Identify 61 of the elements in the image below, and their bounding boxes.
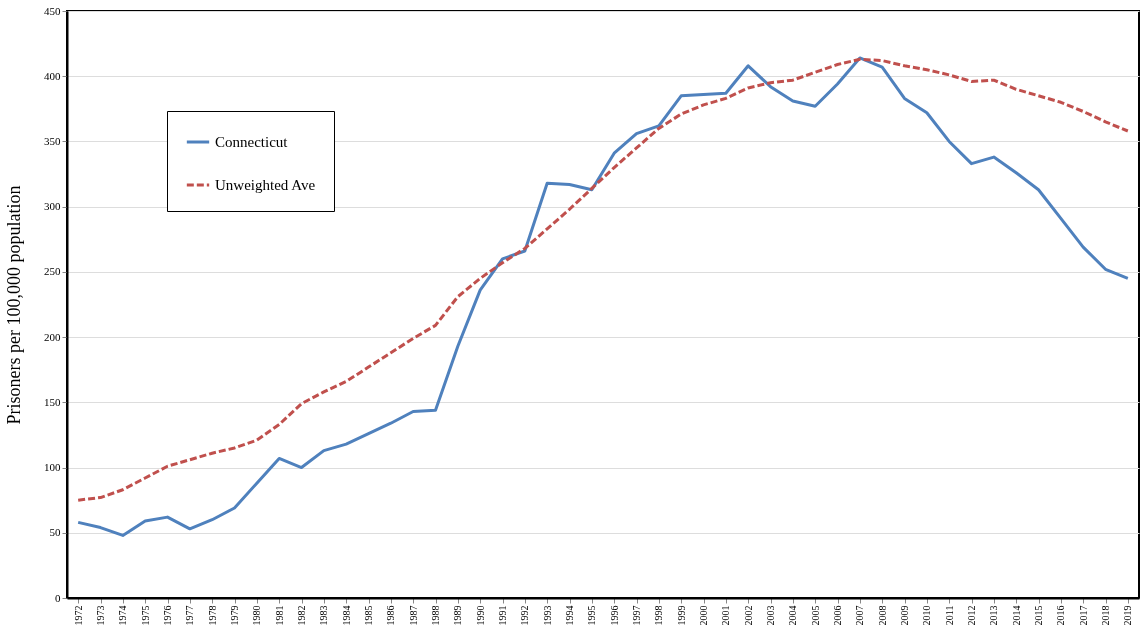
x-tick-label: 1988 [430,605,441,626]
legend-label: Unweighted Ave [215,177,316,193]
x-tick-label: 2012 [966,605,977,626]
x-tick-label: 1978 [206,605,218,626]
x-tick-label: 2010 [921,605,933,626]
x-tick-label: 1979 [229,605,240,626]
x-tick-label: 2006 [832,605,843,626]
x-tick-label: 2019 [1122,605,1134,626]
x-tick-label: 1999 [675,605,687,626]
x-tick-label: 2016 [1055,605,1067,626]
x-tick-label: 1972 [72,605,84,626]
x-tick-label: 1980 [251,605,263,626]
x-tick-label: 1984 [340,605,352,626]
x-tick-label: 2004 [787,605,799,626]
x-tick-label: 2000 [698,605,709,626]
y-tick-label: 50 [49,526,61,539]
x-tick-label: 2011 [943,605,955,626]
x-tick-label: 1985 [363,605,374,626]
y-tick-label: 100 [44,461,61,474]
y-tick-label: 300 [44,200,61,213]
x-tick-label: 1989 [452,605,464,626]
x-tick-label: 2013 [988,605,1000,626]
x-tick-label: 2005 [809,605,821,626]
y-tick-label: 0 [55,591,61,604]
y-tick-label: 250 [44,265,61,278]
legend-label: Connecticut [215,134,289,150]
x-tick-label: 1998 [653,605,665,626]
y-tick-label: 450 [44,4,61,17]
y-tick-label: 350 [44,134,61,147]
x-tick-label: 1987 [407,605,419,626]
x-tick-label: 2003 [765,605,776,626]
x-tick-label: 2017 [1077,605,1089,626]
x-tick-label: 1982 [296,605,307,626]
x-tick-label: 2009 [899,605,910,626]
x-tick-label: 2018 [1100,605,1111,626]
x-tick-label: 1994 [564,605,575,626]
x-tick-label: 2002 [742,605,754,626]
x-tick-label: 1993 [541,605,553,626]
x-tick-label: 2001 [720,605,732,626]
x-tick-label: 1996 [608,605,620,626]
x-tick-label: 2014 [1010,605,1022,626]
x-tick-label: 1983 [318,605,330,626]
y-tick-label: 200 [44,330,61,343]
y-axis-title: Prisoners per 100,000 population [4,185,24,425]
x-tick-label: 1974 [117,605,129,626]
x-tick-label: 1991 [497,605,508,626]
y-tick-label: 400 [44,69,61,82]
x-tick-label: 1973 [95,605,106,626]
x-tick-label: 2007 [854,605,866,626]
y-tick-label: 150 [44,395,61,408]
x-tick-label: 1975 [139,605,151,626]
x-tick-label: 1995 [586,605,598,626]
x-tick-label: 1986 [385,605,397,626]
x-tick-label: 1981 [273,605,285,626]
x-tick-label: 1997 [631,605,642,626]
x-tick-label: 1977 [184,605,196,626]
x-tick-label: 1990 [474,605,486,626]
x-tick-label: 2008 [876,605,888,626]
x-tick-label: 1992 [519,605,531,626]
x-tick-label: 1976 [162,605,173,626]
x-tick-label: 2015 [1033,605,1044,626]
